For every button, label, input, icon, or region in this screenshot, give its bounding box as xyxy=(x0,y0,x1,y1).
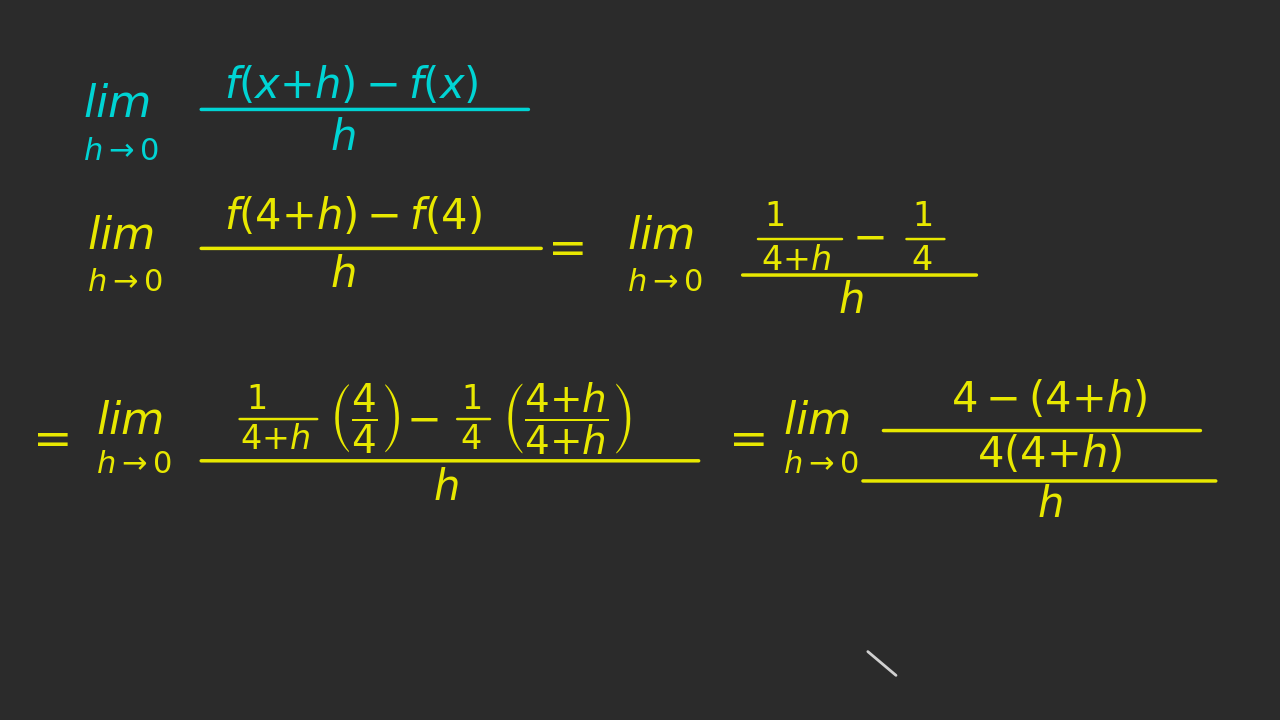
Text: $\mathit{4{+}h}$: $\mathit{4{+}h}$ xyxy=(762,244,831,277)
Text: $\mathit{lim}$: $\mathit{lim}$ xyxy=(87,215,154,258)
Text: $\mathit{1}$: $\mathit{1}$ xyxy=(911,199,932,233)
Text: $\mathit{h{\to}0}$: $\mathit{h{\to}0}$ xyxy=(783,450,859,479)
Text: $-$: $-$ xyxy=(406,398,439,440)
Text: $\mathit{h{\to}0}$: $\mathit{h{\to}0}$ xyxy=(83,137,159,166)
Text: $\mathit{h}$: $\mathit{h}$ xyxy=(330,117,356,159)
Text: $\mathit{f(x{+}h) - f(x)}$: $\mathit{f(x{+}h) - f(x)}$ xyxy=(224,66,479,107)
Text: $\mathit{h{\to}0}$: $\mathit{h{\to}0}$ xyxy=(96,450,172,479)
Text: $\left(\dfrac{4}{4}\right)$: $\left(\dfrac{4}{4}\right)$ xyxy=(329,382,401,456)
Text: $\mathit{lim}$: $\mathit{lim}$ xyxy=(627,215,694,258)
Text: $=$: $=$ xyxy=(23,417,69,462)
Text: $\mathit{h{\to}0}$: $\mathit{h{\to}0}$ xyxy=(87,268,163,297)
Text: $\mathit{h}$: $\mathit{h}$ xyxy=(838,280,864,322)
Text: $\mathit{4}$: $\mathit{4}$ xyxy=(911,244,932,277)
Text: $\mathit{4{+}h}$: $\mathit{4{+}h}$ xyxy=(241,423,310,456)
Text: $\mathit{4(4{+}h)}$: $\mathit{4(4{+}h)}$ xyxy=(977,434,1123,476)
Text: $\mathit{1}$: $\mathit{1}$ xyxy=(764,199,785,233)
Text: $\mathit{h}$: $\mathit{h}$ xyxy=(433,467,458,509)
Text: $\mathit{4-(4{+}h)}$: $\mathit{4-(4{+}h)}$ xyxy=(951,379,1148,420)
Text: $\mathit{4}$: $\mathit{4}$ xyxy=(461,423,481,456)
Text: $=$: $=$ xyxy=(719,417,765,462)
Text: $\mathit{h}$: $\mathit{h}$ xyxy=(330,254,356,296)
Text: $\mathit{h}$: $\mathit{h}$ xyxy=(1037,485,1062,526)
Text: $\mathit{f(4{+}h) - f(4)}$: $\mathit{f(4{+}h) - f(4)}$ xyxy=(224,197,483,238)
Text: $-$: $-$ xyxy=(851,217,884,258)
Text: $\mathit{h{\to}0}$: $\mathit{h{\to}0}$ xyxy=(627,268,703,297)
Text: $\mathit{lim}$: $\mathit{lim}$ xyxy=(96,400,163,443)
Text: $\left(\dfrac{4{+}h}{4{+}h}\right)$: $\left(\dfrac{4{+}h}{4{+}h}\right)$ xyxy=(502,381,631,457)
Text: $=$: $=$ xyxy=(538,226,584,271)
Text: $\mathit{1}$: $\mathit{1}$ xyxy=(246,383,266,416)
Text: $\mathit{lim}$: $\mathit{lim}$ xyxy=(83,83,150,126)
Text: $\mathit{1}$: $\mathit{1}$ xyxy=(461,383,481,416)
Text: $\mathit{lim}$: $\mathit{lim}$ xyxy=(783,400,850,443)
